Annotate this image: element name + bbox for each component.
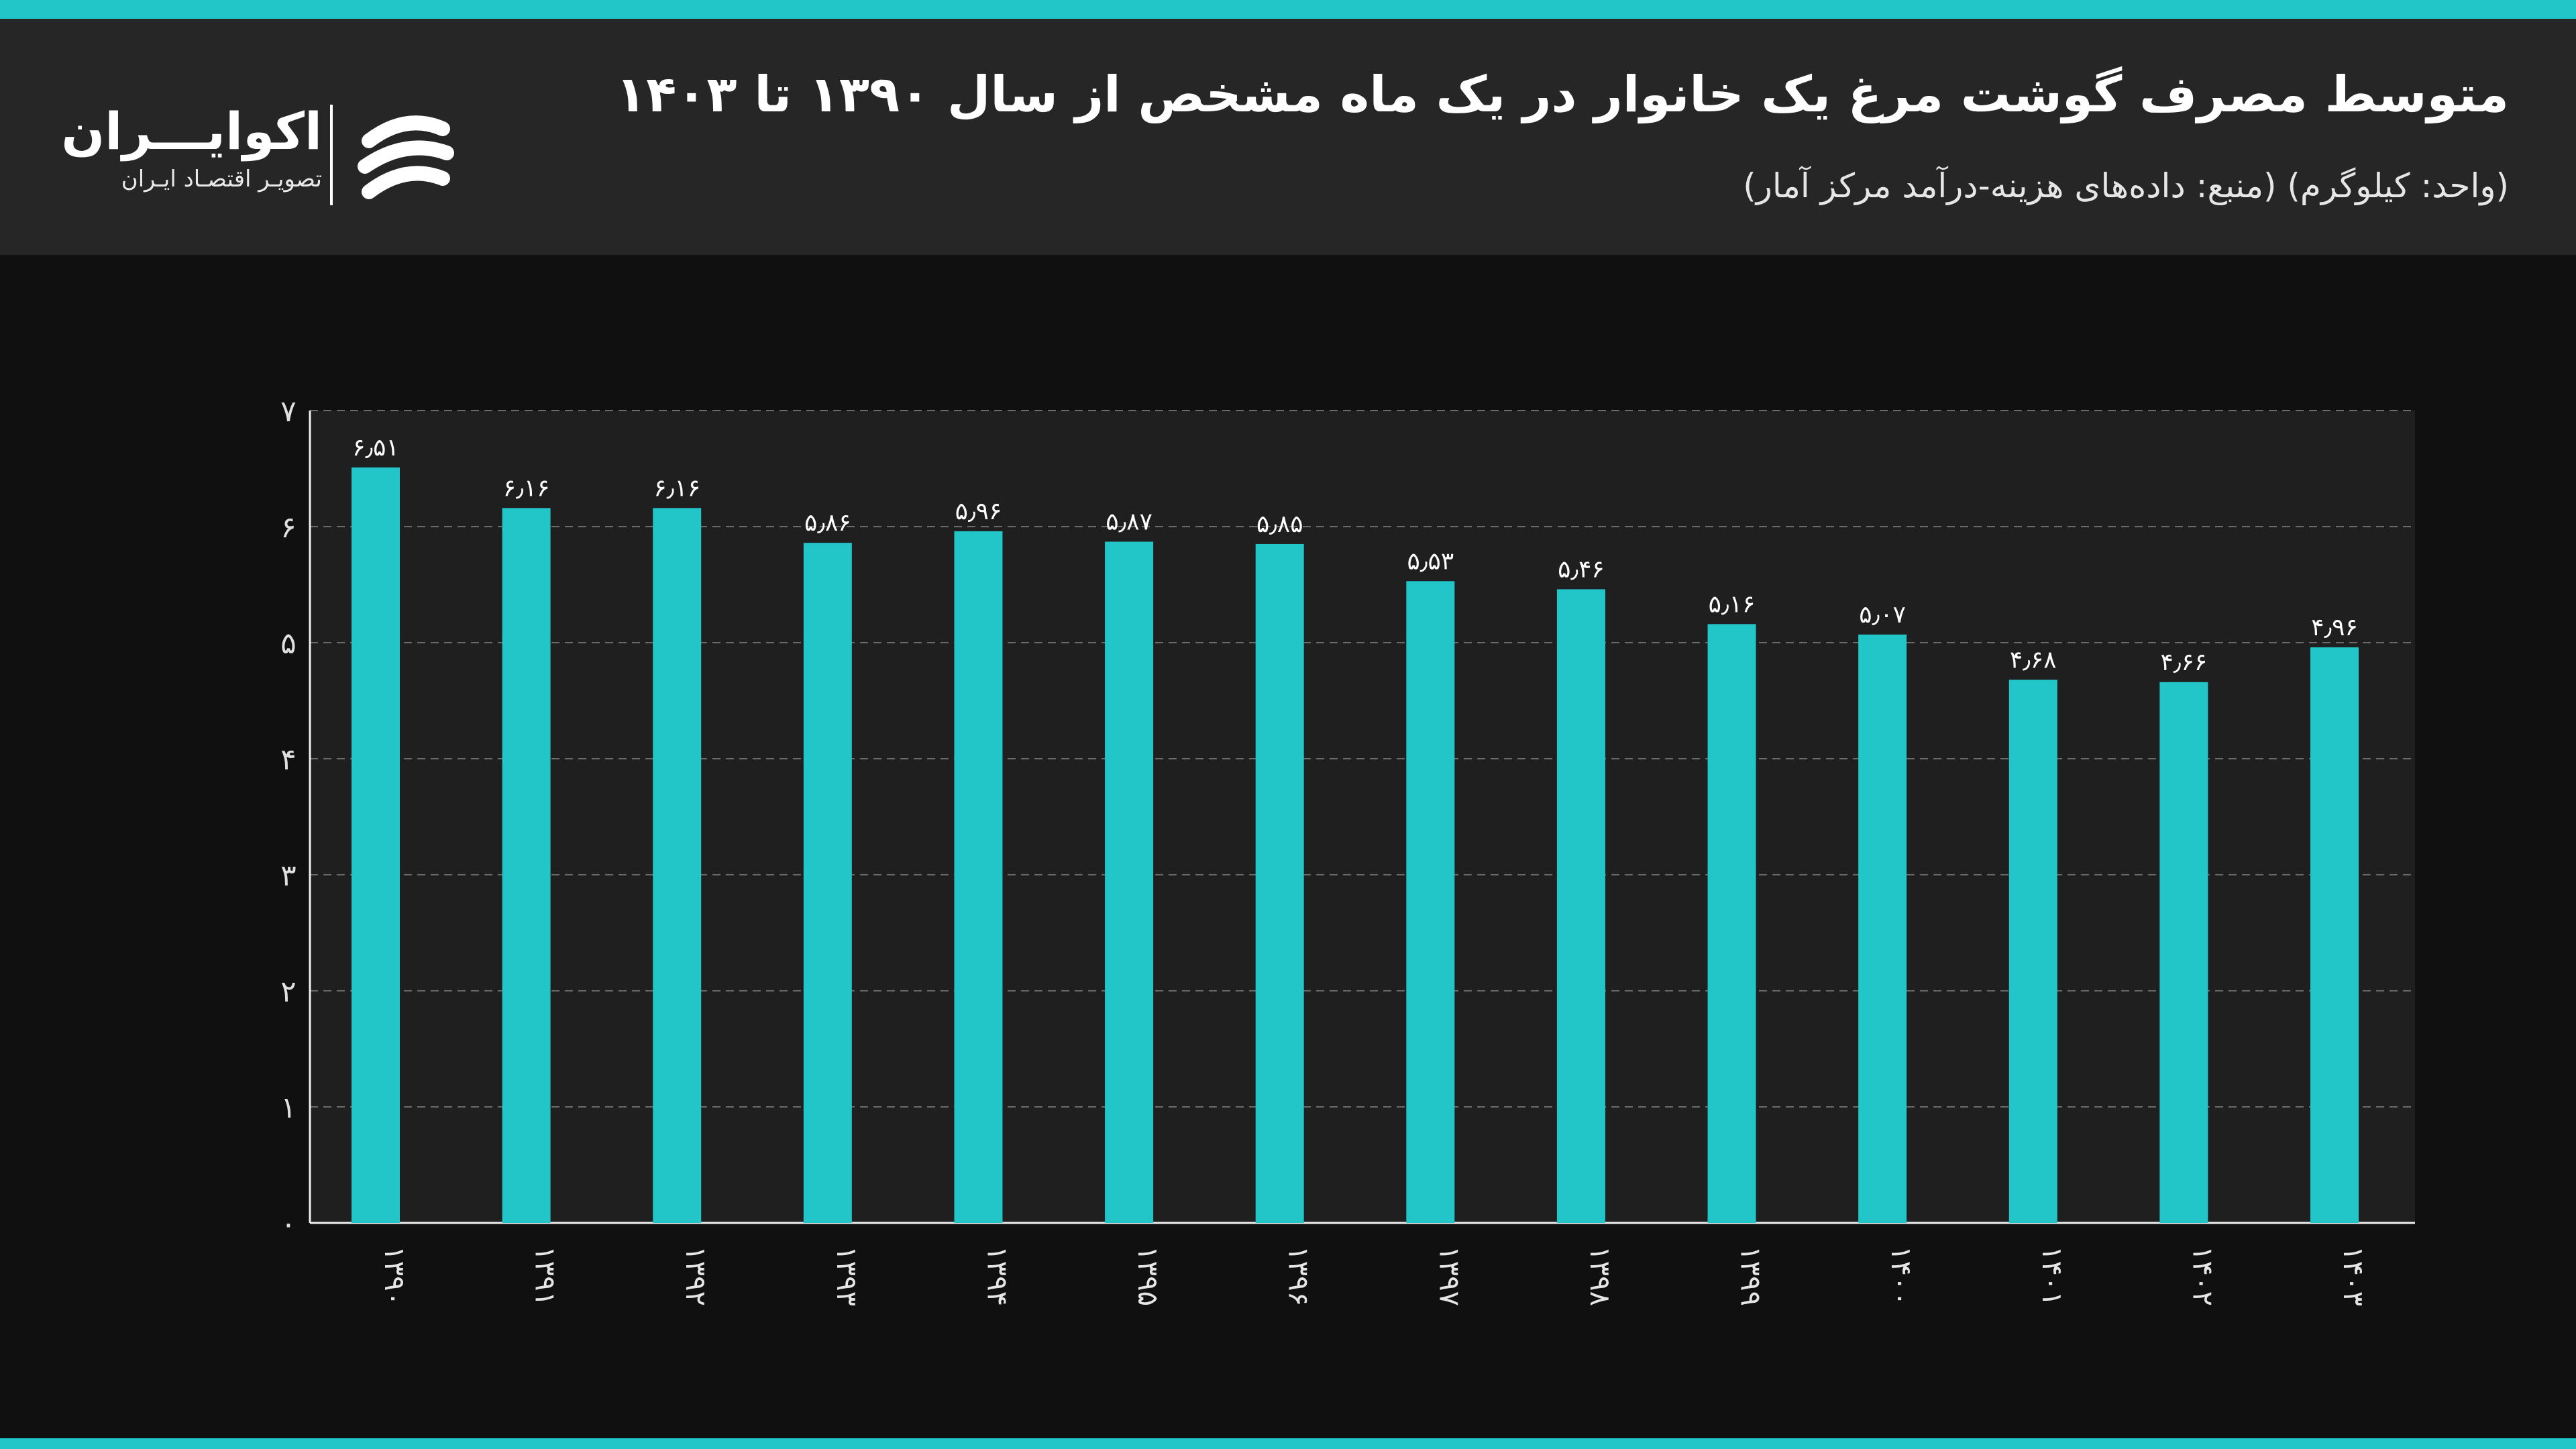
x-tick-label: ۱۳۹۰ bbox=[378, 1246, 411, 1306]
bar bbox=[653, 508, 702, 1223]
header: متوسط مصرف گوشت مرغ یک خانوار در یک ماه … bbox=[0, 19, 2576, 255]
data-label: ۵٫۹۶ bbox=[955, 498, 1002, 525]
bar bbox=[1556, 589, 1605, 1223]
logo-name: اکوایـــران bbox=[61, 101, 322, 161]
y-tick-label: ۶ bbox=[280, 511, 297, 545]
bar bbox=[1255, 543, 1304, 1223]
bar bbox=[2310, 647, 2359, 1223]
data-label: ۵٫۸۵ bbox=[1256, 511, 1303, 538]
data-label: ۵٫۱۶ bbox=[1709, 590, 1756, 618]
bar bbox=[2159, 682, 2208, 1223]
y-tick-label: ۷ bbox=[280, 394, 297, 429]
chart-subtitle: (واحد: کیلوگرم) (منبع: داده‌های هزینه-در… bbox=[1743, 166, 2509, 205]
data-label: ۵٫۵۳ bbox=[1407, 547, 1454, 575]
bar bbox=[2008, 680, 2057, 1223]
data-label: ۶٫۵۱ bbox=[352, 434, 399, 462]
bar bbox=[1406, 581, 1455, 1223]
data-label: ۵٫۴۶ bbox=[1558, 555, 1605, 583]
logo-text: اکوایـــران تصویـر اقتصـاد ایـران bbox=[61, 99, 322, 195]
data-label: ۴٫۶۶ bbox=[2161, 649, 2208, 676]
x-tick-label: ۱۳۹۹ bbox=[1735, 1246, 1768, 1306]
data-label: ۴٫۹۶ bbox=[2311, 614, 2358, 641]
x-tick-label: ۱۳۹۸ bbox=[1584, 1246, 1617, 1306]
bar bbox=[1858, 634, 1907, 1223]
bar bbox=[954, 531, 1003, 1224]
x-tick-label: ۱۳۹۷ bbox=[1433, 1246, 1466, 1306]
data-label: ۶٫۱۶ bbox=[503, 474, 550, 502]
data-label: ۶٫۱۶ bbox=[653, 474, 700, 502]
bar bbox=[1707, 624, 1756, 1223]
bar bbox=[803, 543, 852, 1223]
x-tick-label: ۱۴۰۲ bbox=[2186, 1246, 2219, 1306]
x-tick-label: ۱۳۹۲ bbox=[680, 1246, 712, 1306]
bar bbox=[352, 467, 400, 1223]
y-tick-label: ۵ bbox=[280, 627, 297, 661]
data-label: ۵٫۰۷ bbox=[1859, 601, 1906, 629]
data-label: ۴٫۶۸ bbox=[2010, 646, 2057, 674]
x-tick-label: ۱۳۹۳ bbox=[830, 1246, 863, 1306]
data-label: ۵٫۸۶ bbox=[804, 509, 851, 537]
x-tick-label: ۱۴۰۱ bbox=[2036, 1246, 2069, 1306]
y-tick-label: ۳ bbox=[280, 859, 297, 893]
chart-title: متوسط مصرف گوشت مرغ یک خانوار در یک ماه … bbox=[615, 66, 2509, 123]
x-tick-label: ۱۴۰۳ bbox=[2337, 1246, 2370, 1306]
y-tick-label: ۰ bbox=[280, 1207, 297, 1241]
plot-area bbox=[310, 411, 2415, 1223]
y-tick-label: ۲ bbox=[280, 975, 297, 1009]
x-tick-label: ۱۳۹۶ bbox=[1283, 1246, 1316, 1306]
bar bbox=[1105, 541, 1154, 1223]
x-tick-label: ۱۳۹۱ bbox=[529, 1246, 562, 1306]
y-tick-label: ۴ bbox=[280, 743, 297, 777]
data-label: ۵٫۸۷ bbox=[1106, 508, 1152, 535]
x-tick-label: ۱۳۹۵ bbox=[1132, 1246, 1165, 1306]
logo-tagline: تصویـر اقتصـاد ایـران bbox=[121, 166, 322, 193]
x-tick-label: ۱۳۹۴ bbox=[981, 1246, 1014, 1306]
y-tick-label: ۱ bbox=[280, 1091, 297, 1125]
bar bbox=[502, 508, 551, 1223]
brand-logo: اکوایـــران تصویـر اقتصـاد ایـران bbox=[61, 99, 463, 213]
logo-divider bbox=[330, 105, 333, 205]
x-tick-label: ۱۴۰۰ bbox=[1885, 1246, 1918, 1306]
bottom-accent-bar bbox=[0, 1438, 2576, 1449]
ecoiran-logo-icon bbox=[358, 115, 454, 199]
top-accent-bar bbox=[0, 0, 2576, 19]
